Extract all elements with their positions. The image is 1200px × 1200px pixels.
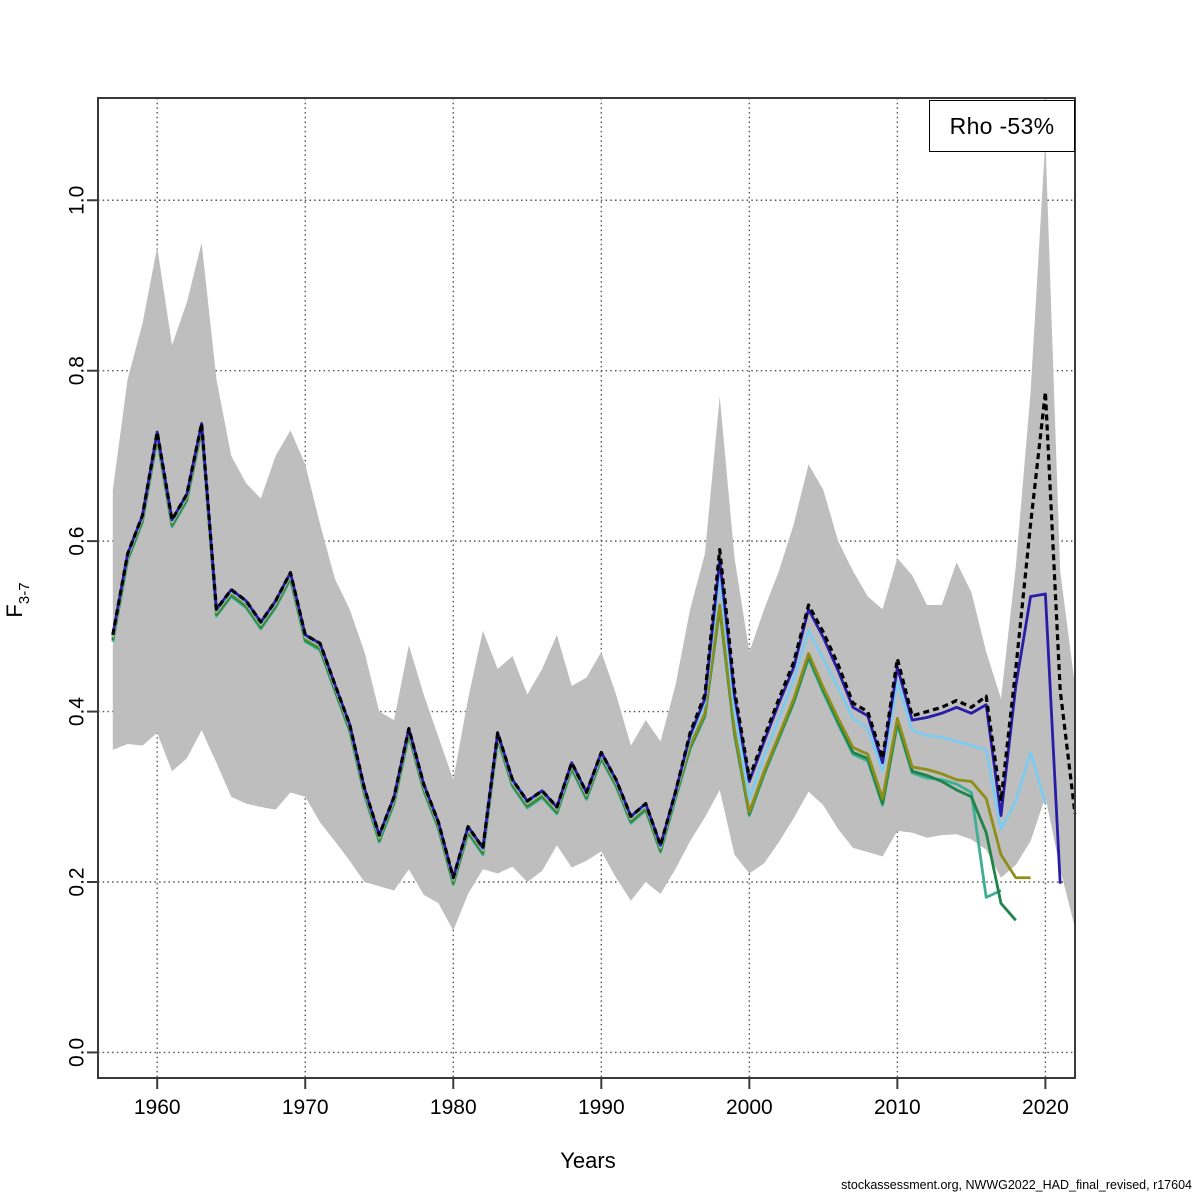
axis-ticks — [87, 199, 1047, 1089]
x-axis-tick-label: 1990 — [578, 1096, 625, 1119]
y-axis-tick-label: 0.0 — [66, 1038, 89, 1067]
confidence-band — [112, 138, 1076, 931]
axis-tick-labels: 0.0 0.2 0.4 0.6 0.8 1.0 1960 1970 1980 1990 2000 20… — [66, 186, 1069, 1119]
series-line-base — [111, 390, 1077, 880]
plot-frame — [97, 97, 1076, 1079]
rho-legend-label: Rho -53% — [949, 112, 1055, 139]
x-axis-tick-label: 2010 — [874, 1096, 921, 1119]
series-line-peel5 — [111, 428, 1002, 899]
x-axis-tick-label: 1970 — [282, 1096, 329, 1119]
y-axis-title-sub: 3-7 — [16, 582, 33, 604]
y-axis-tick-label: 0.8 — [66, 356, 89, 385]
confidence-band-area — [112, 138, 1076, 931]
y-axis-title: F3-7 — [2, 582, 33, 617]
x-axis-tick-label: 2020 — [1022, 1096, 1069, 1119]
y-axis-tick-label: 1.0 — [66, 186, 89, 215]
rho-legend-box: Rho -53% — [929, 100, 1075, 152]
x-axis-title: Years — [560, 1148, 615, 1173]
credit-footer: stockassessment.org, NWWG2022_HAD_final_… — [841, 1178, 1192, 1192]
y-axis-tick-label: 0.4 — [66, 697, 89, 727]
y-axis-tick-label: 0.2 — [66, 867, 89, 896]
y-axis-title-main: F — [2, 604, 27, 617]
plot-border — [97, 97, 1076, 1079]
y-axis-tick-label: 0.6 — [66, 527, 89, 556]
y-axis-title-text: F3-7 — [2, 582, 33, 617]
x-axis-tick-label: 1960 — [134, 1096, 181, 1119]
series-lines — [111, 390, 1077, 922]
x-axis-tick-label: 1980 — [430, 1096, 477, 1119]
x-axis-tick-label: 2000 — [726, 1096, 773, 1119]
